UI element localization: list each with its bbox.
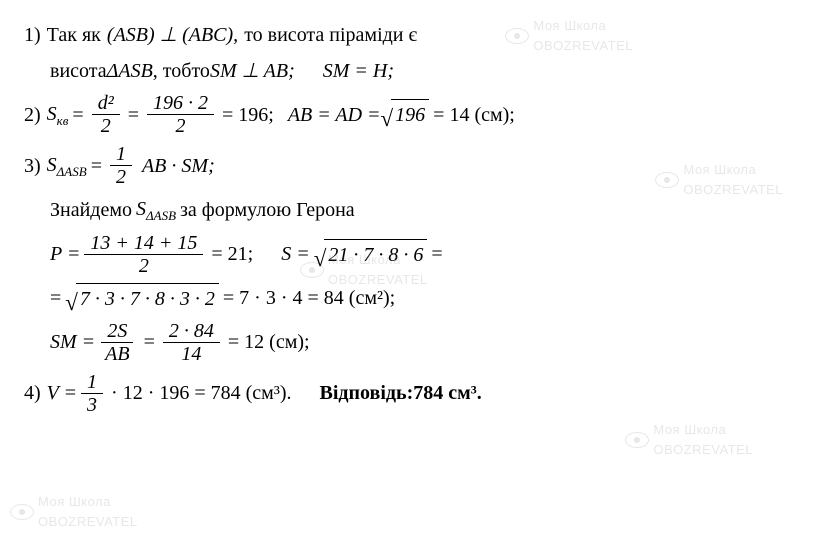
heron-intro: Знайдемо SΔASB за формулою Герона [24, 194, 789, 226]
answer-label: Відповідь: [319, 378, 413, 408]
text: = 7 · 3 · 4 = 84 (см²); [223, 283, 395, 313]
fraction: 2S AB [99, 320, 135, 365]
text: · 12 · 196 = 784 (см³). [111, 378, 291, 408]
fraction: 1 3 [81, 371, 103, 416]
text: то висота піраміди є [244, 20, 417, 50]
fraction: 13 + 14 + 15 2 [84, 232, 203, 277]
sqrt: 196 [381, 99, 430, 130]
expr: (ASB) ⊥ (ABC), [107, 20, 238, 50]
var: SΔASB [47, 150, 87, 182]
var: SΔASB [136, 194, 176, 226]
fraction: d² 2 [92, 92, 120, 137]
step-number: 1) [24, 20, 41, 50]
equals: = [50, 283, 61, 313]
expr: SM = [50, 327, 95, 357]
expr: AB = AD = [288, 100, 381, 130]
text: Знайдемо [50, 195, 132, 225]
expr: AB · SM; [142, 151, 215, 181]
expr: SM = H; [323, 56, 394, 86]
text: = 14 (см); [433, 100, 515, 130]
equals: = [72, 100, 83, 130]
watermark: Моя Школа OBOZREVATEL [625, 420, 753, 459]
text: Так як [47, 20, 101, 50]
step-4: 4) V = 1 3 · 12 · 196 = 784 (см³). Відпо… [24, 371, 789, 416]
step-1-line-2: висота ΔASB , тобто SM ⊥ AB; SM = H; [24, 56, 789, 86]
text: = [431, 239, 442, 269]
text: , тобто [153, 56, 210, 86]
eye-icon [625, 432, 649, 448]
expr: SM ⊥ AB; [210, 56, 295, 86]
sqrt: 21 · 7 · 8 · 6 [314, 239, 428, 270]
sm-row: SM = 2S AB = 2 · 84 14 = 12 (см); [24, 320, 789, 365]
expr: V = [47, 378, 77, 408]
fraction: 196 · 2 2 [147, 92, 214, 137]
step-number: 4) [24, 378, 41, 408]
text: = 21; [211, 239, 253, 269]
watermark: Моя Школа OBOZREVATEL [10, 492, 138, 531]
equals: = [128, 100, 139, 130]
equals: = [144, 327, 155, 357]
fraction: 2 · 84 14 [163, 320, 220, 365]
perimeter-row: P = 13 + 14 + 15 2 = 21; S = 21 · 7 · 8 … [24, 232, 789, 277]
expr: P = [50, 239, 80, 269]
sqrt: 7 · 3 · 7 · 8 · 3 · 2 [65, 283, 219, 314]
fraction: 1 2 [110, 143, 132, 188]
eye-icon [10, 504, 34, 520]
answer-value: 784 см³. [413, 378, 482, 408]
equals: = [91, 151, 102, 181]
var: Sкв [47, 99, 69, 131]
text: = 12 (см); [228, 327, 310, 357]
step-2: 2) Sкв = d² 2 = 196 · 2 2 = 196; AB = AD… [24, 92, 789, 137]
expr: ΔASB [107, 56, 153, 86]
step-3: 3) SΔASB = 1 2 AB · SM; [24, 143, 789, 188]
step-number: 3) [24, 151, 41, 181]
expansion-row: = 7 · 3 · 7 · 8 · 3 · 2 = 7 · 3 · 4 = 84… [24, 283, 789, 314]
step-number: 2) [24, 100, 41, 130]
expr: S = [281, 239, 310, 269]
text: за формулою Герона [180, 195, 355, 225]
text: висота [50, 56, 107, 86]
step-1-line-1: 1) Так як (ASB) ⊥ (ABC), то висота пірам… [24, 20, 789, 50]
text: = 196; [222, 100, 274, 130]
